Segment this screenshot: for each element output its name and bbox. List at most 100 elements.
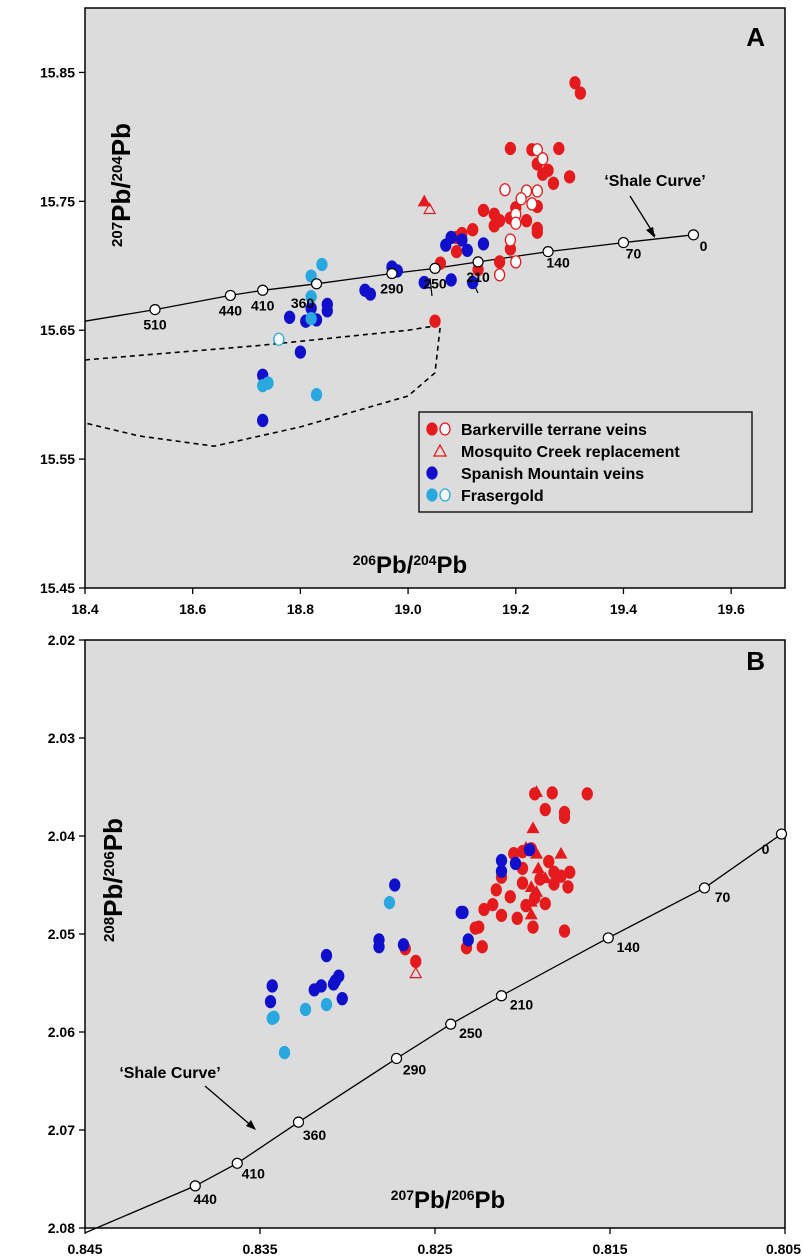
data-point: [410, 954, 422, 969]
data-point: [418, 275, 430, 290]
age-marker: [189, 1180, 201, 1192]
data-point: [529, 785, 544, 797]
x-axis-title-text: Pb: [437, 552, 468, 579]
data-point: [373, 940, 385, 954]
x-axis-title-sup: 204: [413, 552, 436, 568]
x-axis-title-text: Pb: [475, 1187, 506, 1214]
field-outline: [84, 324, 442, 448]
legend-marker: [426, 466, 438, 480]
data-point: [327, 977, 340, 991]
age-label: 0: [700, 238, 708, 254]
age-label: 440: [219, 302, 243, 318]
data-point: [524, 880, 538, 892]
data-point: [321, 297, 333, 312]
x-axis-title-text: Pb/: [414, 1187, 452, 1214]
data-point: [478, 902, 490, 917]
age-label: 510: [143, 317, 167, 333]
data-point: [509, 856, 522, 871]
data-point: [440, 238, 452, 252]
data-point: [389, 878, 401, 892]
data-point: [336, 992, 348, 1006]
data-point: [488, 219, 500, 233]
y-tick-label: 15.65: [40, 322, 75, 338]
x-tick-label: 19.6: [718, 601, 745, 617]
data-point: [264, 994, 277, 1009]
age-label: 410: [251, 297, 275, 313]
age-marker: [687, 229, 700, 241]
data-point: [538, 871, 552, 884]
age-label: 70: [715, 889, 731, 905]
data-point: [543, 854, 555, 869]
panel-label: A: [746, 22, 765, 52]
data-point: [526, 821, 540, 834]
y-tick-label: 15.45: [40, 580, 75, 596]
legend: Barkerville terrane veins Mosquito Creek …: [418, 411, 753, 513]
age-marker: [149, 304, 161, 316]
legend-marker: [432, 443, 448, 457]
x-tick-label: 19.0: [394, 601, 421, 617]
y-axis-title-text: Pb: [98, 818, 128, 851]
age-label: 250: [423, 275, 447, 291]
age-label: 290: [403, 1061, 427, 1077]
data-point: [383, 895, 396, 910]
x-axis-title-text: Pb/: [376, 552, 414, 579]
age-marker: [231, 1157, 243, 1169]
age-label: 210: [466, 269, 490, 285]
data-point: [510, 255, 522, 269]
data-point: [562, 880, 574, 894]
age-label: 140: [617, 939, 641, 955]
x-axis-title-sup: 206: [451, 1187, 474, 1203]
age-label: 140: [546, 255, 570, 271]
series: [493, 143, 549, 282]
data-point: [520, 214, 533, 228]
data-point: [527, 920, 539, 934]
legend-marker: [439, 422, 451, 436]
data-point: [467, 275, 479, 290]
age-label: 70: [626, 246, 642, 262]
y-axis-title-sup: 206: [101, 851, 118, 876]
data-point: [546, 786, 558, 800]
data-point: [257, 378, 269, 393]
x-axis-title: 207Pb/206Pb: [391, 1187, 505, 1214]
x-tick-label: 0.835: [242, 1241, 277, 1257]
legend-label: Barkerville terrane veins: [461, 422, 647, 439]
data-point: [569, 76, 581, 90]
panel-B: 0.845 0.835 0.825 0.815 0.805 2.02 2.03 2.04 2.0…: [48, 632, 801, 1257]
data-point: [320, 948, 333, 963]
age-marker: [445, 1018, 457, 1030]
data-point: [581, 787, 593, 801]
data-point: [526, 197, 538, 211]
data-point: [473, 920, 485, 934]
legend-marker: [426, 488, 438, 502]
data-point: [294, 345, 307, 359]
x-tick-label: 0.815: [592, 1241, 627, 1257]
age-marker: [617, 236, 630, 249]
data-point: [504, 233, 517, 247]
age-label: 360: [303, 1127, 327, 1143]
legend-label: Spanish Mountain veins: [461, 466, 644, 483]
data-point: [461, 243, 473, 257]
x-tick-label: 18.8: [287, 601, 314, 617]
age-marker: [542, 246, 554, 258]
legend-box: [418, 411, 753, 513]
data-point: [558, 810, 571, 825]
data-point: [511, 911, 523, 925]
data-point: [456, 233, 468, 247]
data-point: [273, 332, 285, 346]
data-point: [515, 192, 527, 206]
data-point: [305, 290, 317, 304]
age-marker: [224, 289, 236, 302]
age-label: 290: [380, 281, 404, 297]
annotation-arrowhead: [246, 1120, 256, 1130]
age-marker: [390, 1052, 403, 1065]
data-point: [539, 802, 551, 817]
data-point: [531, 225, 543, 239]
age-label: 210: [510, 997, 534, 1013]
data-point: [278, 1045, 291, 1060]
y-tick-label: 15.85: [40, 64, 75, 80]
data-point: [563, 170, 576, 184]
data-point: [510, 216, 522, 230]
age-marker: [429, 262, 441, 274]
data-point: [539, 896, 551, 911]
